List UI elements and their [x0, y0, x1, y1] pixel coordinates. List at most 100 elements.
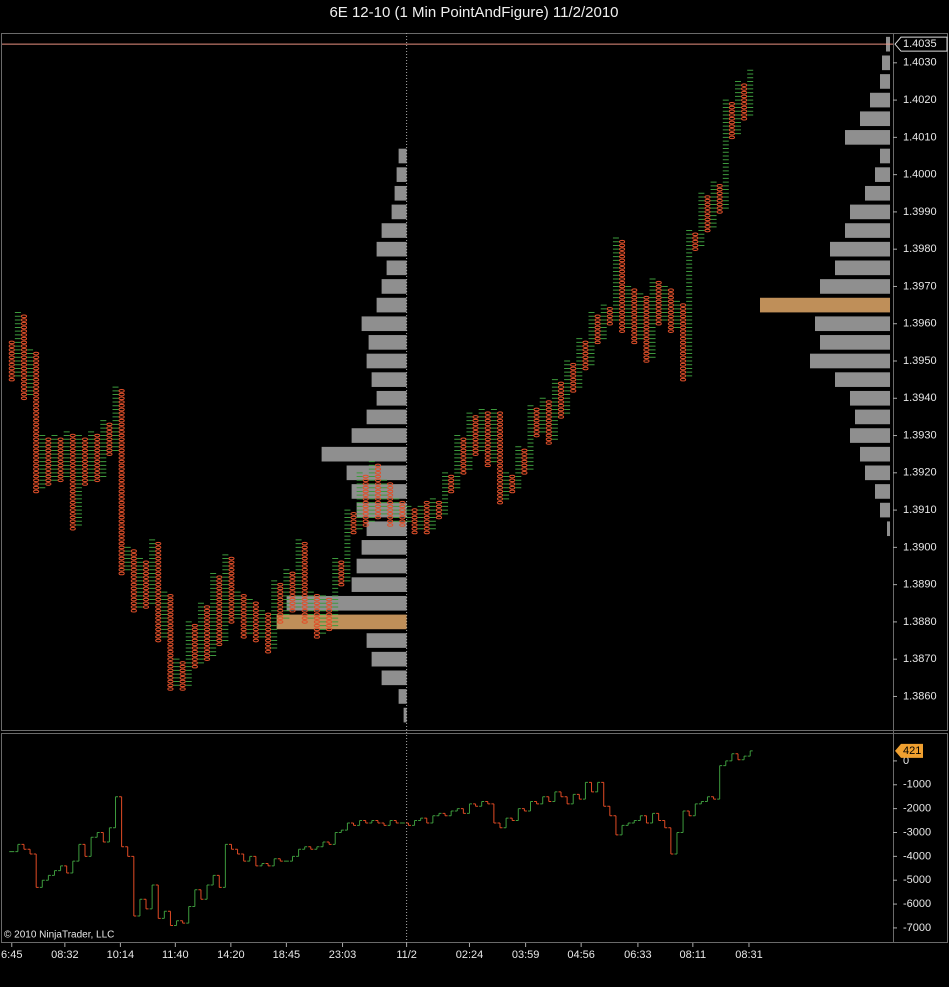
delta-bar [247, 855, 253, 862]
o-column [69, 433, 76, 531]
o-column [228, 556, 235, 624]
volume-profile-bar [398, 689, 407, 704]
delta-bar [106, 827, 112, 843]
delta-bar [674, 831, 680, 855]
o-column [338, 560, 345, 587]
delta-bar [558, 791, 564, 798]
delta-bar [198, 889, 204, 900]
delta-bar [387, 820, 393, 826]
delta-bar [76, 843, 82, 862]
o-column [643, 295, 650, 363]
delta-bar [174, 920, 180, 927]
volume-profile-bar [875, 167, 890, 182]
x-column [283, 569, 290, 619]
delta-bar [381, 822, 387, 826]
x-column [442, 472, 449, 515]
volume-profile-bar [321, 446, 407, 462]
x-column [234, 591, 241, 619]
delta-bar [210, 874, 216, 886]
delta-bar [186, 905, 192, 924]
x-tick-label: 06:33 [624, 949, 652, 961]
x-column [271, 580, 278, 649]
delta-bar [259, 863, 265, 867]
y-tick-label: 1.3880 [903, 616, 937, 628]
o-column [472, 415, 479, 456]
o-column [399, 500, 406, 527]
delta-bar [430, 815, 436, 824]
o-column [203, 605, 211, 661]
delta-bar [576, 793, 582, 800]
volume-profile-bar [860, 111, 890, 127]
delta-bar [149, 884, 155, 910]
delta-bar [613, 815, 619, 836]
delta-bar [479, 800, 485, 807]
volume-profile-bar [371, 651, 407, 667]
delta-bar [308, 846, 314, 850]
x-column [393, 498, 400, 522]
o-column [167, 594, 174, 691]
x-column [747, 69, 754, 116]
volume-profile-bar [361, 540, 407, 555]
x-column [197, 602, 204, 664]
x-column [417, 505, 424, 530]
o-column [704, 195, 711, 233]
x-column [698, 192, 705, 246]
x-column [368, 461, 375, 522]
volume-profile-bar [850, 204, 890, 220]
y-tick-label: -1000 [903, 779, 931, 791]
x-column [527, 405, 534, 470]
volume-profile-bar [366, 521, 407, 537]
volume-profile-bar [366, 409, 407, 425]
x-column [320, 595, 327, 634]
x-column [14, 312, 21, 377]
delta-bar [631, 820, 637, 824]
delta-bar [51, 870, 57, 876]
delta-bar [15, 843, 21, 853]
x-column [100, 420, 107, 478]
delta-bar [357, 820, 363, 826]
last-price-label: 1.4035 [903, 38, 937, 50]
o-column [679, 303, 687, 382]
delta-bar [94, 831, 100, 838]
o-column [45, 437, 52, 486]
volume-profile-bar [880, 502, 890, 518]
volume-profile-bar [361, 316, 407, 332]
last-price-tag [894, 36, 948, 52]
x-column [258, 610, 265, 638]
x-column [124, 546, 131, 571]
x-column [246, 599, 253, 634]
delta-bar [503, 817, 509, 829]
delta-bar [167, 910, 173, 927]
x-column [173, 658, 180, 686]
delta-bar [320, 841, 326, 848]
x-tick-label: 14:20 [217, 949, 245, 961]
x-column [136, 558, 143, 608]
delta-bar [314, 846, 320, 850]
delta-bar [717, 765, 723, 800]
delta-bar [21, 843, 27, 850]
volume-profile-bar [860, 446, 890, 462]
x-tick-label: 08:31 [735, 949, 763, 961]
o-column [350, 512, 357, 535]
x-column [478, 408, 485, 451]
delta-bar [643, 815, 649, 824]
delta-bar [650, 812, 656, 824]
delta-bar [497, 822, 503, 829]
delta-bar [668, 827, 674, 855]
o-column [484, 411, 491, 468]
volume-profile-bar [403, 707, 407, 723]
x-column [466, 412, 473, 470]
delta-bar [302, 846, 308, 850]
price-panel-frame [1, 33, 948, 731]
o-column [277, 582, 284, 624]
x-column [722, 99, 729, 209]
o-column [570, 362, 577, 393]
delta-bar [363, 820, 369, 824]
y-tick-label: 1.3960 [903, 318, 937, 330]
volume-profile-bar [371, 372, 407, 387]
delta-bar [277, 858, 283, 862]
delta-bar [64, 865, 70, 874]
x-column [503, 472, 510, 500]
